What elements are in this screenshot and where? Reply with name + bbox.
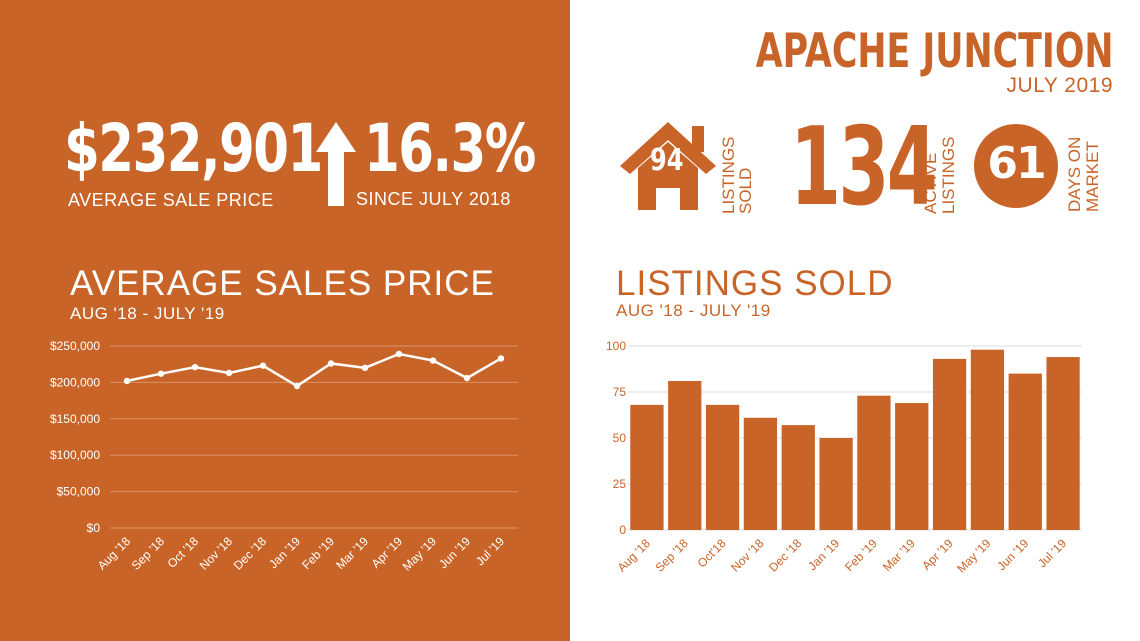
- data-point: [497, 355, 505, 362]
- avg-price-chart-title: AVERAGE SALES PRICE: [70, 264, 495, 303]
- x-tick-label: Oct'18: [695, 536, 729, 570]
- y-tick-label: $100,000: [50, 448, 100, 462]
- x-tick-label: Dec '18: [766, 536, 805, 575]
- y-tick-label: $150,000: [50, 412, 100, 426]
- x-tick-label: Jun '19: [994, 536, 1031, 573]
- y-tick-label: $250,000: [50, 339, 100, 353]
- data-point: [225, 369, 233, 377]
- price-change-label: SINCE JULY 2018: [356, 189, 511, 209]
- listings-sold-chart-subtitle: AUG '18 - JULY '19: [616, 301, 771, 320]
- x-tick-label: Sep '18: [129, 534, 168, 573]
- average-price-value: $232,901: [64, 110, 323, 187]
- x-tick-label: Aug '18: [615, 536, 654, 575]
- y-tick-label: $50,000: [57, 485, 101, 499]
- price-change-value: 16.3%: [364, 110, 536, 187]
- active-listings-label-1: ACTIVE: [921, 152, 940, 214]
- bar: [668, 380, 702, 530]
- y-tick-label: $200,000: [50, 375, 100, 389]
- bar: [1008, 373, 1042, 530]
- y-tick-label: 100: [606, 339, 626, 353]
- x-tick-label: Mar '19: [333, 534, 371, 572]
- x-tick-label: Jul '19: [1035, 536, 1069, 570]
- data-point: [191, 363, 199, 371]
- report-period: JULY 2019: [1006, 74, 1113, 97]
- days-on-market-circle: [974, 124, 1058, 208]
- x-tick-label: May '19: [954, 536, 994, 576]
- x-tick-label: Apr '19: [369, 534, 406, 571]
- data-point: [429, 357, 437, 364]
- x-tick-label: Dec '18: [231, 534, 270, 573]
- data-point: [293, 382, 301, 390]
- x-tick-label: Jun '19: [436, 534, 473, 571]
- bar: [819, 438, 853, 530]
- listings-sold-chart-title: LISTINGS SOLD: [616, 264, 894, 303]
- average-price-label: AVERAGE SALE PRICE: [68, 190, 274, 210]
- series-line: [126, 352, 502, 388]
- listings-sold-label-2: SOLD: [736, 167, 755, 214]
- y-tick-label: 0: [619, 523, 626, 537]
- x-tick-label: Aug '18: [95, 534, 134, 573]
- y-tick-label: 25: [613, 477, 627, 491]
- avg-price-chart-subtitle: AUG '18 - JULY '19: [70, 304, 225, 323]
- active-listings-value: 134: [790, 105, 938, 230]
- days-on-market-value: 61: [987, 138, 1046, 189]
- listings-sold-value: 94: [650, 143, 684, 178]
- x-tick-label: Feb '19: [842, 536, 880, 574]
- bar: [705, 404, 740, 530]
- y-tick-label: 75: [613, 385, 627, 399]
- left-panel: [0, 0, 570, 641]
- avg-price-line-chart: $0 $50,000 $100,000 $150,000 $200,000 $250,00…: [50, 339, 518, 574]
- x-tick-label: May '19: [400, 534, 440, 574]
- bar: [630, 404, 664, 530]
- listings-sold-bar-chart: 0 25 50 75 100 Aug '18 Sep '18 Oct'18 Nov '18 Dec…: [606, 339, 1082, 576]
- data-point: [259, 362, 267, 369]
- arrow-up-icon: [316, 122, 356, 206]
- x-tick-label: Jul '19: [473, 534, 507, 568]
- x-tick-label: Feb '19: [299, 534, 337, 572]
- x-tick-label: Jan '19: [266, 534, 303, 571]
- right-panel: [570, 0, 1140, 641]
- bar: [857, 395, 891, 530]
- data-point: [361, 364, 369, 372]
- bar: [781, 425, 815, 530]
- data-point: [123, 377, 131, 385]
- bar: [895, 403, 929, 530]
- days-on-market-label-1: DAYS ON: [1065, 136, 1084, 212]
- data-point: [463, 374, 471, 382]
- data-point: [327, 360, 335, 367]
- data-point: [395, 350, 403, 358]
- x-tick-label: Oct '18: [165, 534, 202, 571]
- x-tick-label: Jan '19: [805, 536, 842, 573]
- x-tick-label: Nov '18: [728, 536, 767, 575]
- bar: [743, 417, 778, 530]
- y-tick-label: $0: [87, 521, 101, 535]
- x-tick-label: Mar '19: [880, 536, 918, 574]
- data-point: [157, 370, 165, 377]
- city-title: APACHE JUNCTION: [755, 24, 1113, 79]
- x-tick-label: Sep '18: [652, 536, 691, 575]
- x-tick-label: Nov '18: [197, 534, 236, 573]
- house-icon: [620, 122, 716, 210]
- active-listings-label-2: LISTINGS: [939, 136, 958, 214]
- x-tick-label: Apr '19: [919, 536, 956, 573]
- days-on-market-label-2: MARKET: [1083, 141, 1102, 212]
- bar: [970, 349, 1005, 530]
- bar: [1046, 357, 1080, 530]
- bar: [932, 358, 967, 530]
- y-tick-label: 50: [613, 431, 627, 445]
- listings-sold-label-1: LISTINGS: [719, 136, 738, 214]
